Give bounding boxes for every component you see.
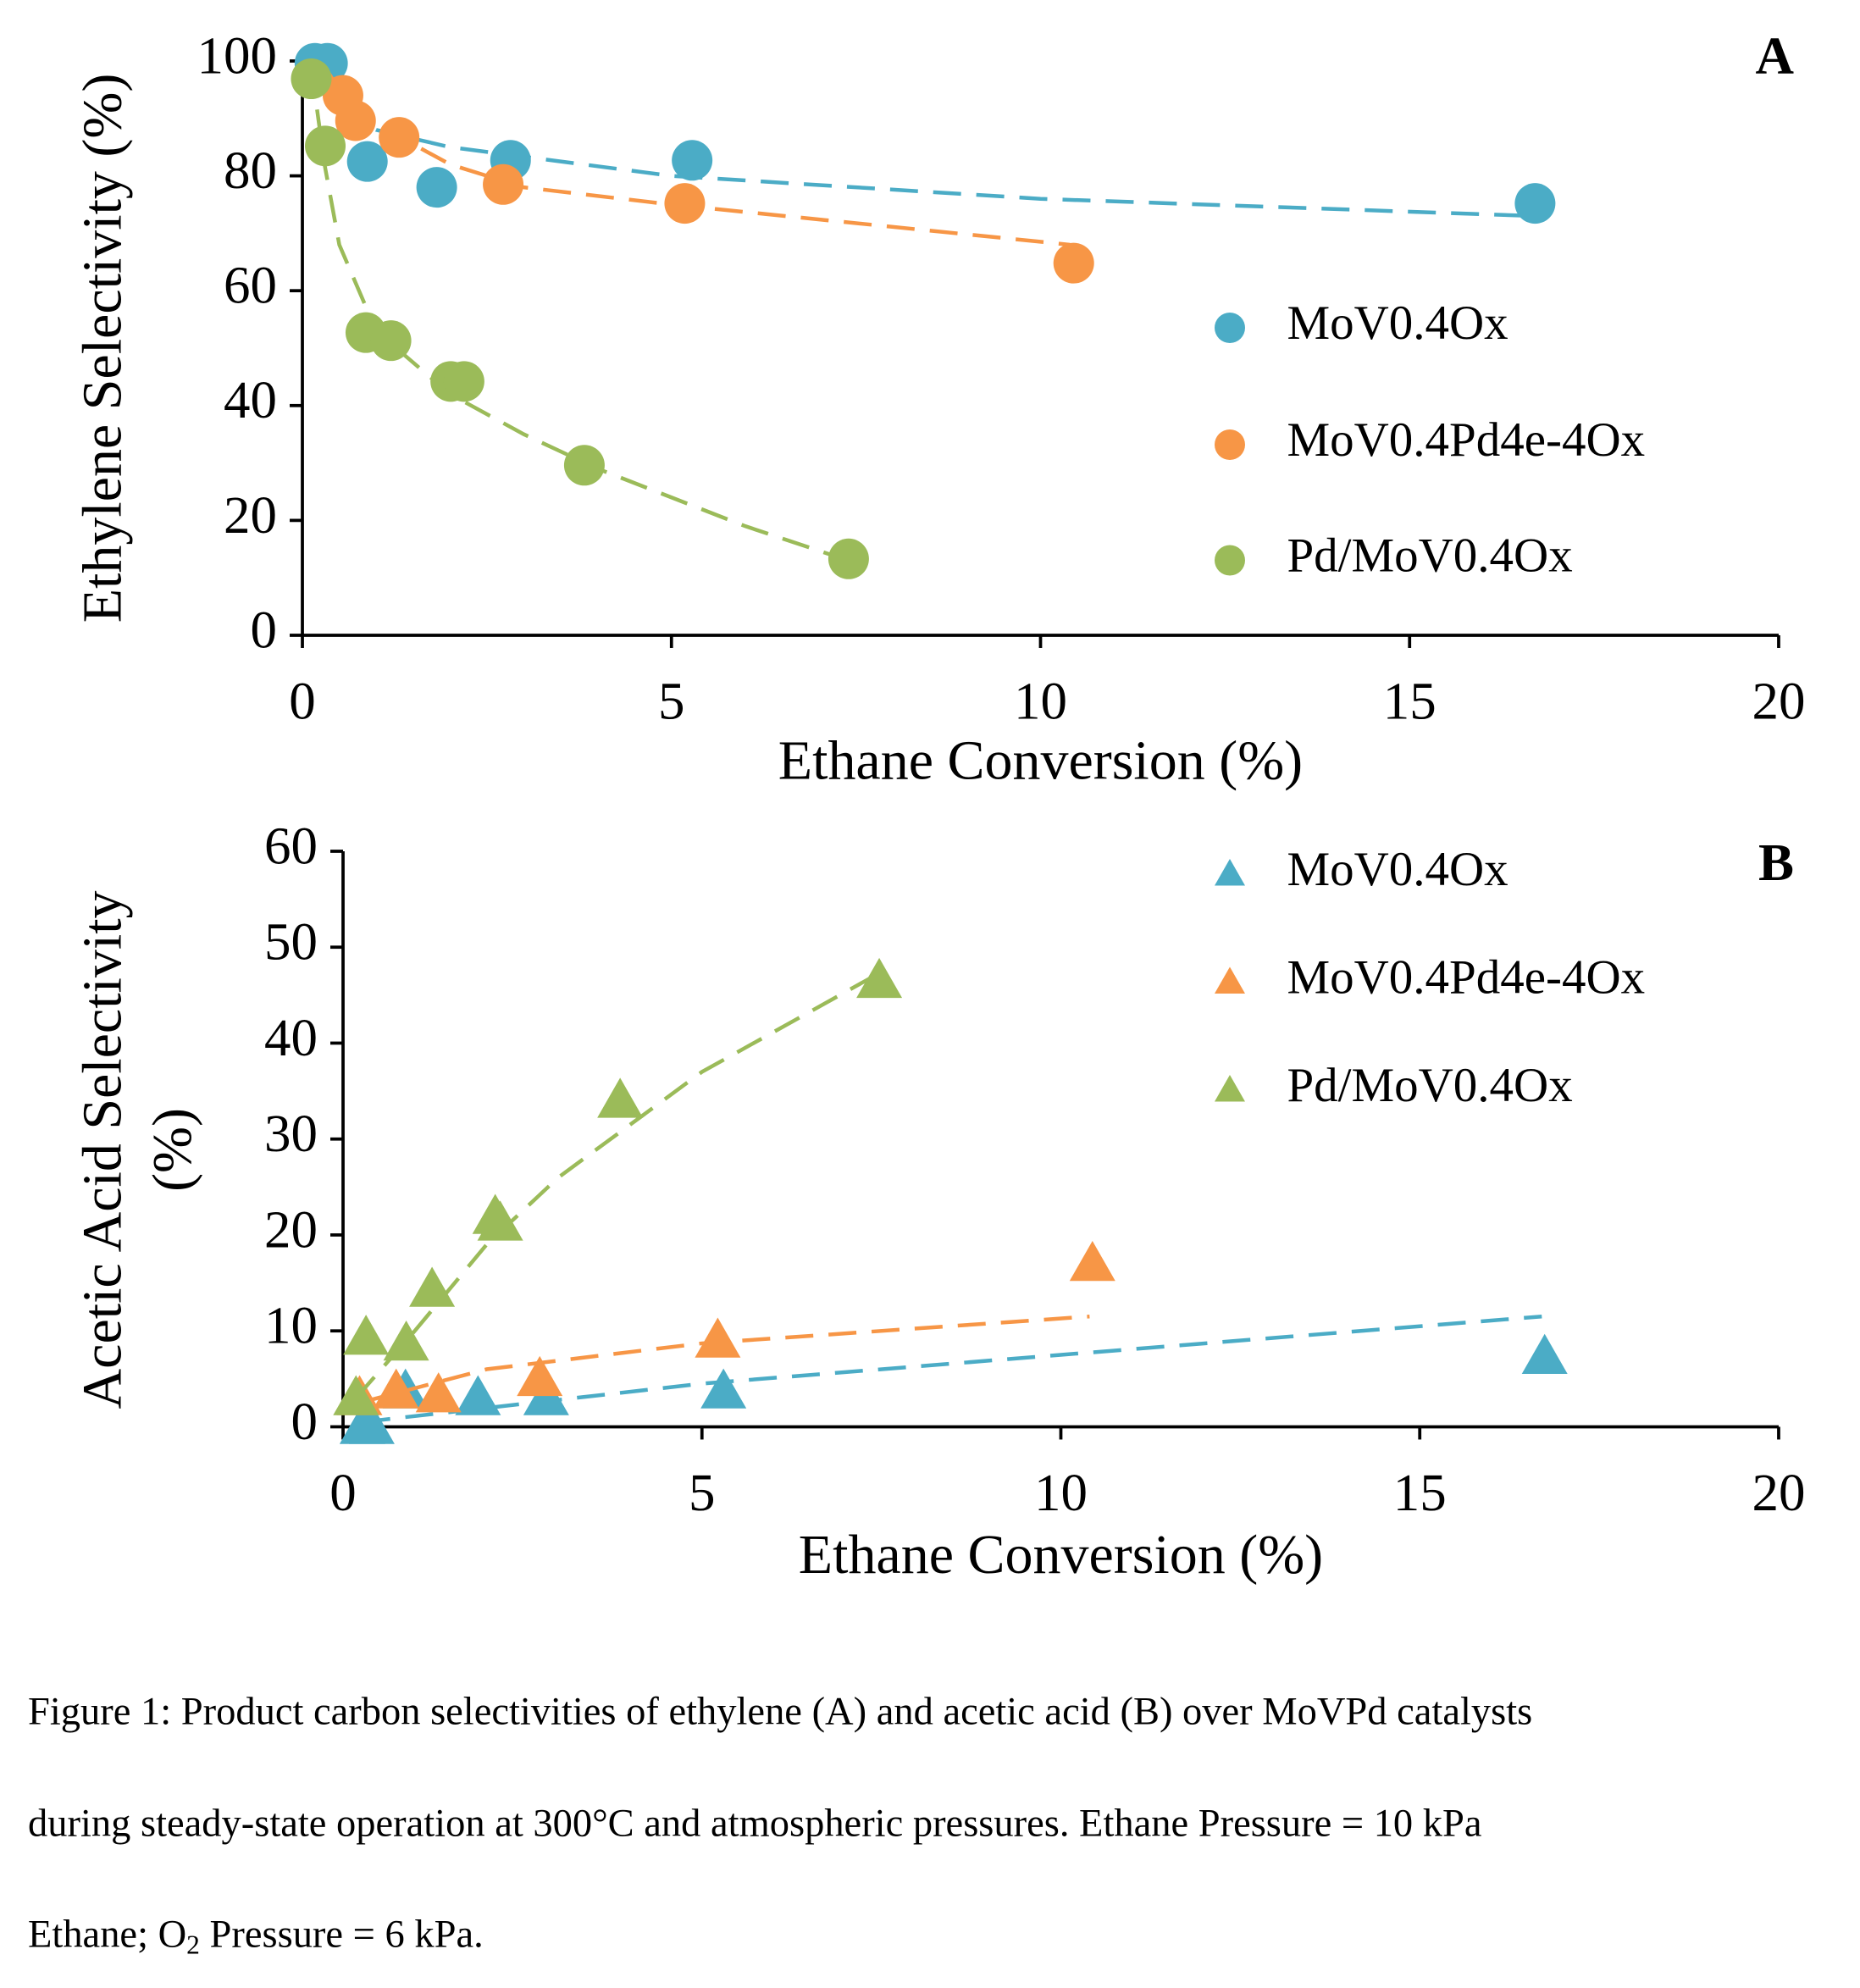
- y-tick-label: 80: [224, 141, 277, 200]
- legend-marker: [1214, 312, 1245, 343]
- data-point: [695, 1317, 741, 1358]
- y-tick-label: 20: [224, 485, 277, 545]
- legend-label: MoV0.4Ox: [1287, 843, 1508, 896]
- x-axis-title: Ethane Conversion (%): [799, 1524, 1323, 1586]
- data-point: [1514, 183, 1556, 224]
- data-point: [477, 1200, 523, 1241]
- x-tick-label: 5: [658, 671, 684, 730]
- y-tick-label: 10: [264, 1296, 318, 1355]
- data-point: [1053, 242, 1094, 284]
- data-point: [333, 1375, 379, 1415]
- data-point: [1521, 1333, 1568, 1375]
- legend-label: MoV0.4Pd4e-4Ox: [1287, 951, 1645, 1005]
- y-axis-title: (%): [141, 1108, 203, 1192]
- legend-label: Pd/MoV0.4Ox: [1287, 1059, 1572, 1112]
- legend-label: MoV0.4Pd4e-4Ox: [1287, 413, 1645, 467]
- data-point: [346, 141, 388, 182]
- data-point: [455, 1375, 501, 1415]
- caption-line: Ethane; O2 Pressure = 6 kPa.: [28, 1913, 484, 1960]
- data-point: [664, 183, 706, 224]
- data-point: [1069, 1240, 1115, 1282]
- legend-label: MoV0.4Ox: [1287, 296, 1508, 350]
- data-point: [700, 1368, 747, 1409]
- x-tick-label: 0: [329, 1463, 357, 1522]
- y-axis-title: Ethylene Selectivity (%): [72, 74, 134, 623]
- data-point: [383, 1320, 429, 1361]
- data-point: [415, 1372, 462, 1413]
- caption-line: Figure 1: Product carbon selectivities o…: [28, 1691, 1532, 1734]
- data-point: [597, 1077, 644, 1118]
- trend-line: [362, 1314, 1542, 1425]
- data-point: [373, 1368, 419, 1409]
- data-point: [291, 58, 332, 100]
- data-point: [348, 1404, 395, 1444]
- data-point: [672, 140, 713, 181]
- y-tick-label: 20: [264, 1199, 318, 1259]
- x-axis-title: Ethane Conversion (%): [778, 730, 1303, 792]
- data-point: [443, 361, 484, 402]
- panel-label: A: [1755, 25, 1794, 85]
- data-point: [335, 100, 376, 141]
- y-axis-title: Acetic Acid Selectivity: [72, 890, 134, 1409]
- legend-marker: [1214, 1074, 1245, 1102]
- data-point: [856, 957, 903, 999]
- y-tick-label: 0: [251, 600, 277, 659]
- legend-marker: [1214, 966, 1245, 994]
- x-tick-label: 20: [1752, 671, 1805, 730]
- x-tick-label: 0: [289, 671, 316, 730]
- data-point: [828, 538, 869, 579]
- data-point: [563, 445, 605, 486]
- y-tick-label: 0: [291, 1392, 318, 1451]
- y-tick-label: 50: [264, 912, 318, 972]
- trend-line: [358, 1314, 1090, 1405]
- trend-line: [309, 66, 850, 562]
- data-point: [305, 125, 346, 167]
- caption-text: Pressure = 6 kPa.: [200, 1913, 484, 1956]
- y-tick-label: 100: [197, 25, 277, 85]
- legend-marker: [1214, 545, 1245, 576]
- x-tick-label: 15: [1383, 671, 1437, 730]
- x-tick-label: 10: [1034, 1463, 1088, 1522]
- y-tick-label: 40: [224, 370, 277, 429]
- data-point: [517, 1355, 563, 1397]
- caption-text: Ethane; O: [28, 1913, 186, 1956]
- legend-label: Pd/MoV0.4Ox: [1287, 529, 1572, 583]
- data-point: [370, 320, 412, 362]
- x-tick-label: 5: [689, 1463, 715, 1522]
- y-tick-label: 60: [224, 256, 277, 315]
- trend-line: [354, 974, 876, 1399]
- legend-marker: [1214, 429, 1245, 460]
- data-point: [343, 1315, 390, 1355]
- x-tick-label: 20: [1752, 1463, 1805, 1522]
- data-point: [409, 1266, 456, 1307]
- data-point: [416, 167, 457, 208]
- y-tick-label: 30: [264, 1104, 318, 1163]
- caption-subscript: 2: [186, 1930, 200, 1960]
- x-tick-label: 10: [1014, 671, 1067, 730]
- legend-marker: [1214, 858, 1245, 886]
- x-tick-label: 15: [1393, 1463, 1447, 1522]
- y-tick-label: 60: [264, 816, 318, 875]
- data-point: [483, 163, 524, 205]
- caption-line: during steady-state operation at 300°C a…: [28, 1802, 1482, 1846]
- y-tick-label: 40: [264, 1008, 318, 1067]
- data-point: [379, 117, 420, 158]
- panel-label: B: [1758, 833, 1794, 892]
